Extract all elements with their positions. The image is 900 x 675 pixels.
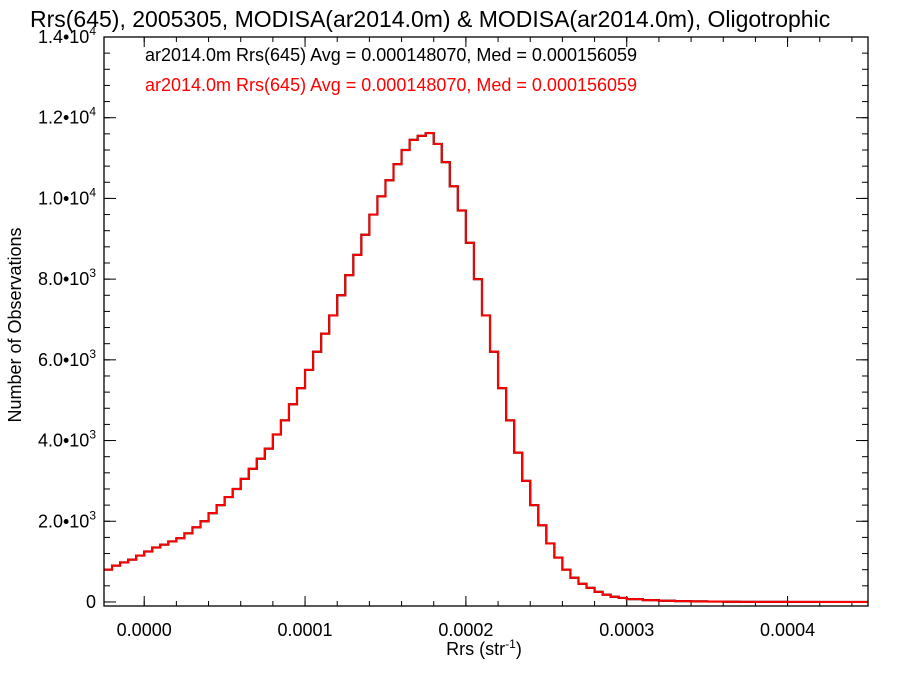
y-tick-label: 4.0•103 bbox=[38, 428, 96, 451]
x-tick-label: 0.0001 bbox=[278, 620, 333, 640]
y-tick-label: 0 bbox=[86, 592, 96, 612]
y-axis-label: Number of Observations bbox=[5, 227, 25, 422]
plot-frame bbox=[103, 36, 869, 607]
annotation-red: ar2014.0m Rrs(645) Avg = 0.000148070, Me… bbox=[145, 75, 637, 95]
y-axis-label-group: Number of Observations bbox=[5, 227, 25, 422]
y-tick-label: 1.4•104 bbox=[38, 24, 96, 47]
x-tick-label: 0.0003 bbox=[599, 620, 654, 640]
y-tick-label: 6.0•103 bbox=[38, 347, 96, 370]
x-tick-label: 0.0004 bbox=[760, 620, 815, 640]
x-axis-label: Rrs (str-1) bbox=[446, 637, 522, 659]
chart-title: Rrs(645), 2005305, MODISA(ar2014.0m) & M… bbox=[30, 6, 830, 32]
y-tick-label: 2.0•103 bbox=[38, 508, 96, 531]
series-line-red bbox=[104, 132, 868, 603]
x-tick-label: 0.0002 bbox=[438, 620, 493, 640]
y-tick-label: 1.0•104 bbox=[38, 185, 96, 208]
y-tick-label: 8.0•103 bbox=[38, 266, 96, 289]
tick-labels: 0.0000 0.0001 0.0002 0.0003 0.0004 0 2.0•103 4.… bbox=[38, 24, 815, 640]
x-tick-label: 0.0000 bbox=[117, 620, 172, 640]
annotation-black: ar2014.0m Rrs(645) Avg = 0.000148070, Me… bbox=[145, 45, 637, 65]
series-layer bbox=[104, 131, 868, 604]
y-tick-label: 1.2•104 bbox=[38, 105, 96, 128]
